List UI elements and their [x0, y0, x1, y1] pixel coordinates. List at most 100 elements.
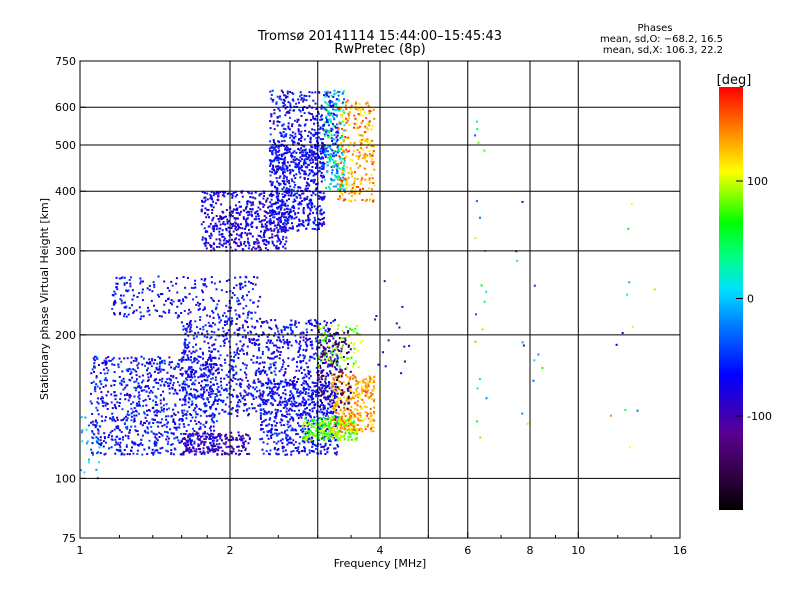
- data-point: [271, 236, 274, 239]
- data-point: [319, 150, 322, 153]
- data-point: [307, 134, 309, 137]
- data-point: [332, 438, 334, 440]
- data-point: [281, 238, 284, 241]
- data-point: [227, 438, 230, 441]
- data-point: [250, 248, 253, 251]
- data-point: [90, 392, 92, 395]
- data-point: [191, 361, 194, 364]
- data-point: [158, 362, 161, 365]
- data-point: [212, 343, 215, 346]
- data-point: [290, 191, 293, 194]
- data-point: [247, 326, 249, 329]
- data-point: [328, 334, 331, 337]
- data-point: [239, 276, 242, 279]
- data-point: [282, 204, 284, 207]
- data-point: [276, 434, 279, 437]
- data-point: [210, 281, 213, 284]
- data-point: [308, 428, 311, 431]
- data-point: [212, 322, 214, 325]
- data-point: [255, 386, 258, 389]
- data-point: [259, 438, 262, 441]
- data-point: [107, 436, 110, 439]
- data-point: [221, 327, 224, 330]
- data-point: [313, 152, 316, 155]
- data-point: [173, 412, 176, 415]
- data-point: [204, 277, 207, 280]
- data-point: [265, 373, 268, 376]
- data-point: [353, 351, 355, 354]
- data-point: [183, 380, 186, 383]
- data-point: [204, 435, 207, 438]
- data-point: [126, 357, 129, 360]
- data-point: [276, 180, 279, 183]
- data-point: [203, 411, 206, 414]
- data-point: [326, 411, 329, 414]
- data-point: [228, 230, 231, 233]
- data-point: [113, 303, 116, 306]
- data-point: [152, 362, 155, 365]
- data-point: [331, 426, 334, 429]
- data-point: [303, 197, 306, 200]
- data-point: [129, 373, 132, 376]
- data-point: [167, 437, 170, 440]
- data-point: [347, 330, 350, 332]
- data-point: [225, 280, 228, 282]
- data-point: [278, 402, 281, 405]
- data-point: [182, 298, 184, 301]
- data-point: [185, 358, 188, 361]
- data-point: [186, 375, 189, 378]
- data-point: [334, 435, 337, 438]
- data-point: [96, 428, 99, 431]
- data-point: [212, 372, 215, 375]
- data-point: [250, 338, 253, 341]
- data-point: [302, 387, 305, 390]
- data-point: [267, 242, 270, 245]
- data-point: [196, 413, 199, 416]
- data-point: [297, 448, 300, 451]
- data-point: [87, 424, 90, 427]
- data-point: [305, 391, 307, 394]
- data-point: [274, 234, 277, 237]
- data-point: [114, 398, 117, 401]
- data-point: [343, 438, 346, 441]
- data-point: [225, 337, 228, 340]
- data-point: [142, 379, 145, 382]
- data-point: [350, 405, 353, 408]
- data-point: [242, 312, 245, 315]
- data-point: [297, 211, 300, 214]
- data-point: [285, 240, 288, 243]
- data-point: [258, 349, 261, 352]
- data-point: [302, 359, 305, 362]
- data-point: [266, 424, 269, 427]
- data-point: [321, 147, 324, 150]
- data-point: [215, 393, 218, 396]
- data-point: [257, 215, 260, 218]
- data-point: [208, 356, 211, 359]
- data-point: [146, 373, 149, 376]
- data-point: [189, 311, 192, 314]
- data-point: [105, 363, 107, 366]
- data-point: [252, 354, 255, 357]
- data-point: [239, 378, 242, 380]
- data-point: [369, 412, 372, 415]
- data-point: [348, 389, 351, 392]
- data-point: [146, 287, 149, 290]
- data-point: [277, 229, 280, 232]
- data-point: [162, 410, 165, 413]
- data-point: [262, 384, 265, 387]
- data-point: [340, 424, 342, 427]
- data-point: [290, 450, 293, 453]
- data-point: [266, 221, 269, 224]
- data-point: [275, 246, 278, 248]
- data-point: [218, 315, 221, 318]
- data-point: [310, 151, 313, 154]
- data-point: [257, 404, 260, 407]
- data-point: [329, 406, 332, 408]
- data-point: [195, 413, 198, 416]
- data-point: [195, 403, 198, 406]
- data-point: [234, 191, 237, 194]
- data-point: [232, 376, 235, 379]
- data-point: [305, 431, 308, 433]
- data-point: [278, 211, 281, 214]
- data-point: [322, 424, 325, 427]
